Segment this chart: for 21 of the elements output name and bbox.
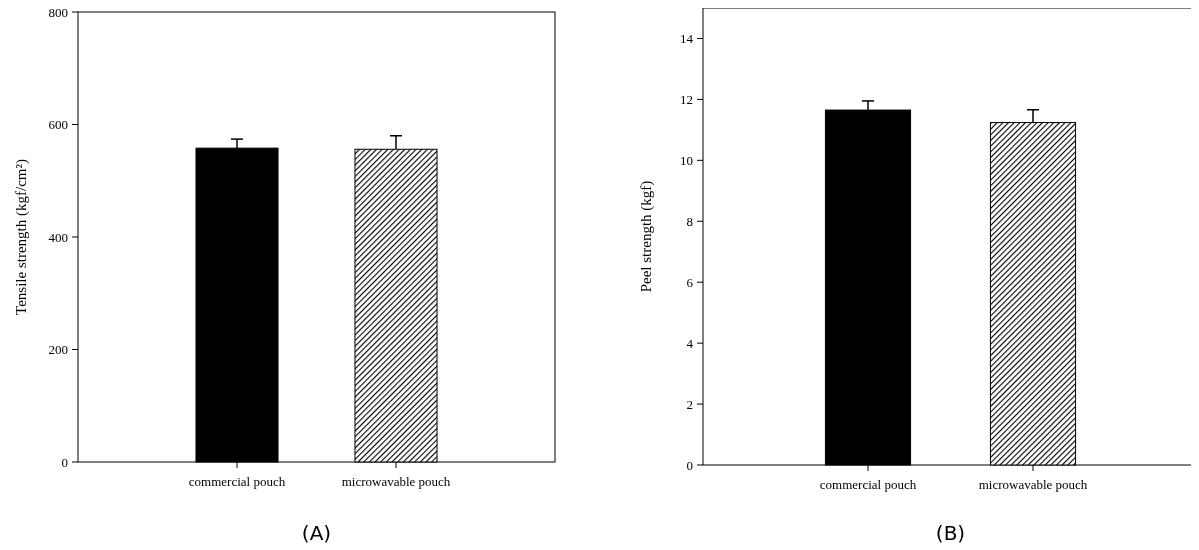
x-tick-label: microwavable pouch <box>978 477 1088 492</box>
text: (B) <box>935 521 966 545</box>
y-tick-label: 0 <box>686 457 693 473</box>
y-tick-label: 2 <box>686 396 693 412</box>
x-tick-label: commercial pouch <box>188 474 286 489</box>
y-tick-label: 600 <box>48 117 68 133</box>
text: (A) <box>301 521 332 545</box>
y-tick-label: 800 <box>48 4 68 20</box>
y-tick-label: 6 <box>686 274 694 290</box>
y-tick-label: 4 <box>686 335 694 351</box>
y-tick-label: 0 <box>61 454 68 470</box>
y-tick-label: 10 <box>680 152 693 168</box>
y-tick-label: 14 <box>680 31 694 47</box>
x-tick-label: commercial pouch <box>819 477 917 492</box>
x-tick-label: microwavable pouch <box>341 474 451 489</box>
y-axis-title: Peel strength (kgf) <box>638 180 655 293</box>
y-tick-label: 200 <box>48 342 68 358</box>
y-tick-label: 400 <box>48 229 68 245</box>
y-axis-title: Tensile strength (kgf/cm²) <box>13 159 30 315</box>
y-tick-label: 8 <box>686 213 693 229</box>
y-tick-label: 12 <box>680 91 693 107</box>
